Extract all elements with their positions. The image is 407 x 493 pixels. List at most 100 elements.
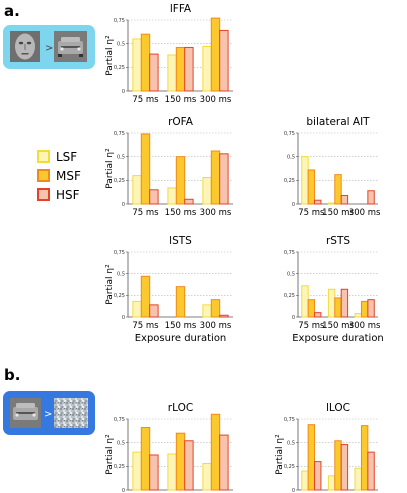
y-tick-label: 0: [292, 488, 295, 493]
bar-msf-300ms: [360, 300, 369, 318]
bar-hsf-150ms: [340, 288, 349, 318]
bar-lsf-150ms: [167, 187, 177, 205]
y-tick-label: 0,75: [114, 131, 125, 137]
bar-hsf-75ms: [149, 189, 159, 205]
bar-hsf-150ms: [184, 440, 194, 491]
bar-hsf-75ms: [149, 454, 159, 491]
y-tick-label: 0,25: [284, 178, 295, 184]
bar-lsf-75ms: [132, 38, 142, 92]
bar-lsf-300ms: [202, 176, 212, 205]
y-axis-label: Partial η²: [275, 434, 285, 475]
bar-msf-75ms: [140, 133, 151, 205]
bar-hsf-300ms: [367, 451, 375, 491]
x-axis-label: Exposure duration: [135, 333, 227, 344]
bar-lsf-75ms: [132, 451, 142, 491]
chart-title-lsts: lSTS: [169, 235, 192, 247]
bar-lsf-150ms: [167, 54, 177, 92]
chart-title-lffa: lFFA: [170, 3, 192, 15]
legend: LSF MSF HSF: [37, 150, 81, 202]
x-tick-label: 150 ms: [165, 321, 197, 331]
bar-hsf-75ms: [149, 53, 159, 92]
bar-msf-150ms: [334, 174, 342, 205]
x-tick-label: 75 ms: [132, 208, 159, 218]
bar-msf-75ms: [307, 169, 316, 205]
bar-lsf-300ms: [202, 304, 212, 318]
y-tick-label: 0,5: [287, 271, 295, 277]
x-tick-label: 75 ms: [298, 321, 325, 331]
bar-msf-300ms: [210, 413, 221, 491]
bar-msf-150ms: [175, 286, 186, 318]
y-tick-label: 0,25: [284, 293, 295, 299]
y-tick-label: 0,75: [114, 250, 125, 256]
y-tick-label: 0: [122, 488, 125, 493]
bar-hsf-150ms: [340, 194, 349, 205]
bar-lsf-75ms: [132, 300, 142, 318]
y-tick-label: 0,25: [114, 464, 125, 470]
bar-lsf-150ms: [327, 288, 336, 318]
y-axis-label: Partial η²: [105, 434, 115, 475]
x-tick-label: 300 ms: [200, 321, 232, 331]
y-axis-label: Partial η²: [105, 148, 115, 189]
bar-hsf-150ms: [184, 46, 194, 92]
bar-hsf-300ms: [219, 153, 229, 205]
x-tick-label: 150 ms: [322, 321, 354, 331]
chart-title-rsts: rSTS: [326, 235, 350, 247]
chart-lsts: lSTS 0 0,25 0,5 0,75 75 ms 150 ms 300 ms Partial…: [105, 235, 233, 344]
y-tick-label: 0,25: [284, 464, 295, 470]
bar-lsf-300ms: [354, 313, 362, 318]
bar-lsf-300ms: [202, 462, 212, 491]
x-axis-label: Exposure duration: [292, 333, 384, 344]
x-tick-label: 75 ms: [132, 321, 159, 331]
x-tick-label: 75 ms: [298, 208, 325, 218]
svg-text:HSF: HSF: [56, 188, 80, 202]
bar-msf-150ms: [175, 156, 186, 205]
x-tick-label: 300 ms: [200, 208, 232, 218]
bar-hsf-150ms: [340, 444, 349, 491]
x-tick-label: 300 ms: [349, 321, 381, 331]
bar-msf-75ms: [140, 275, 151, 318]
scrambled-texture-icon: [54, 398, 88, 428]
svg-text:MSF: MSF: [56, 169, 81, 183]
chart-title-rloc: rLOC: [168, 402, 193, 414]
stimulus-box-face-vs-car: >: [3, 25, 95, 69]
bar-msf-150ms: [334, 440, 342, 491]
bar-msf-150ms: [175, 432, 186, 491]
y-tick-label: 0,25: [114, 178, 125, 184]
y-tick-label: 0,75: [284, 250, 295, 256]
legend-item-lsf: LSF: [37, 150, 77, 164]
chart-lffa: lFFA 0 0,25 0,5 0,75 75 ms 150 ms 300 ms Partial…: [105, 3, 233, 105]
bar-lsf-300ms: [354, 467, 362, 491]
legend-item-hsf: HSF: [37, 188, 80, 202]
panel-letter-a: a.: [4, 2, 20, 20]
x-tick-label: 300 ms: [200, 95, 232, 105]
y-axis-label: Partial η²: [105, 35, 115, 76]
y-tick-label: 0,5: [117, 440, 125, 446]
greater-than-sign: >: [44, 409, 52, 420]
bar-msf-300ms: [360, 425, 369, 491]
bar-lsf-75ms: [301, 285, 309, 318]
bar-msf-75ms: [140, 427, 151, 491]
bar-msf-300ms: [210, 17, 221, 92]
y-tick-label: 0,75: [284, 131, 295, 137]
y-axis-label: Partial η²: [105, 264, 115, 305]
chart-title-rofa: rOFA: [168, 116, 194, 128]
bar-msf-150ms: [334, 297, 342, 318]
bar-lsf-300ms: [202, 46, 212, 92]
bar-hsf-300ms: [367, 299, 375, 318]
bar-lsf-150ms: [327, 475, 336, 491]
y-tick-label: 0,75: [284, 417, 295, 423]
bar-hsf-75ms: [314, 461, 322, 491]
x-tick-label: 150 ms: [322, 208, 354, 218]
chart-rofa: rOFA 0 0,25 0,5 0,75 75 ms 150 ms 300 ms Partial…: [105, 116, 233, 218]
y-tick-label: 0,75: [114, 417, 125, 423]
y-tick-label: 0,25: [114, 65, 125, 71]
x-tick-label: 150 ms: [165, 208, 197, 218]
svg-text:LSF: LSF: [56, 150, 77, 164]
x-tick-label: 300 ms: [349, 208, 381, 218]
bar-msf-75ms: [307, 424, 316, 491]
bar-hsf-150ms: [184, 198, 194, 205]
